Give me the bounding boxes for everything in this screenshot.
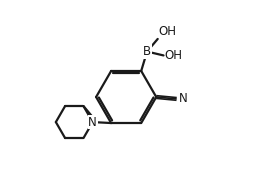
Text: B: B xyxy=(143,45,151,58)
Text: OH: OH xyxy=(159,25,177,38)
Text: N: N xyxy=(88,116,97,129)
Text: OH: OH xyxy=(164,49,182,62)
Text: N: N xyxy=(179,92,188,106)
